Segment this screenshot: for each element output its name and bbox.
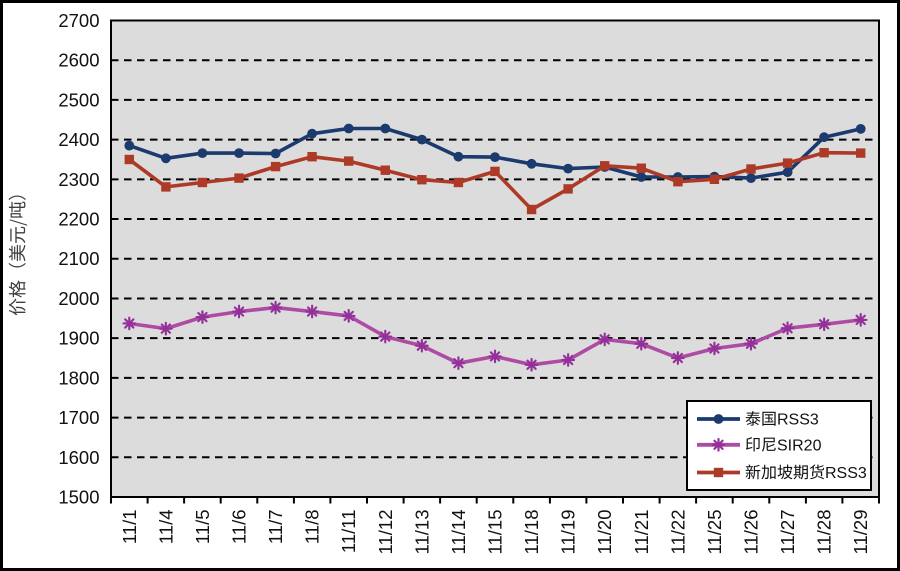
svg-text:11/13: 11/13 (411, 510, 432, 555)
svg-text:2400: 2400 (58, 129, 99, 150)
svg-text:1500: 1500 (58, 487, 99, 508)
svg-text:11/22: 11/22 (667, 510, 688, 555)
svg-text:11/11: 11/11 (338, 510, 359, 554)
svg-text:11/29: 11/29 (850, 510, 871, 555)
svg-text:2500: 2500 (58, 89, 99, 110)
svg-text:2300: 2300 (58, 169, 99, 190)
svg-text:11/20: 11/20 (594, 510, 615, 555)
svg-text:11/25: 11/25 (704, 510, 725, 555)
svg-text:1600: 1600 (58, 447, 99, 468)
svg-text:2100: 2100 (58, 248, 99, 269)
svg-text:11/28: 11/28 (814, 510, 835, 555)
svg-text:11/27: 11/27 (777, 510, 798, 555)
svg-text:11/8: 11/8 (302, 510, 323, 545)
svg-text:11/4: 11/4 (155, 510, 176, 545)
svg-text:2200: 2200 (58, 209, 99, 230)
svg-text:2700: 2700 (58, 10, 99, 31)
svg-text:11/15: 11/15 (485, 510, 506, 555)
svg-text:2600: 2600 (58, 50, 99, 71)
svg-text:1700: 1700 (58, 407, 99, 428)
svg-text:11/18: 11/18 (521, 510, 542, 555)
svg-text:1800: 1800 (58, 367, 99, 388)
svg-text:11/26: 11/26 (741, 510, 762, 555)
svg-text:11/14: 11/14 (448, 510, 469, 555)
svg-text:11/21: 11/21 (631, 510, 652, 555)
svg-text:11/6: 11/6 (229, 510, 250, 545)
svg-text:11/1: 11/1 (119, 510, 140, 545)
svg-text:11/19: 11/19 (558, 510, 579, 555)
svg-text:SIR20: SIR20 (777, 437, 822, 454)
svg-text:11/7: 11/7 (265, 510, 286, 545)
svg-text:11/5: 11/5 (192, 510, 213, 545)
svg-text:11/12: 11/12 (375, 510, 396, 555)
svg-text:RSS3: RSS3 (825, 465, 867, 482)
svg-text:RSS3: RSS3 (777, 412, 819, 429)
svg-text:1900: 1900 (58, 328, 99, 349)
svg-text:2000: 2000 (58, 288, 99, 309)
